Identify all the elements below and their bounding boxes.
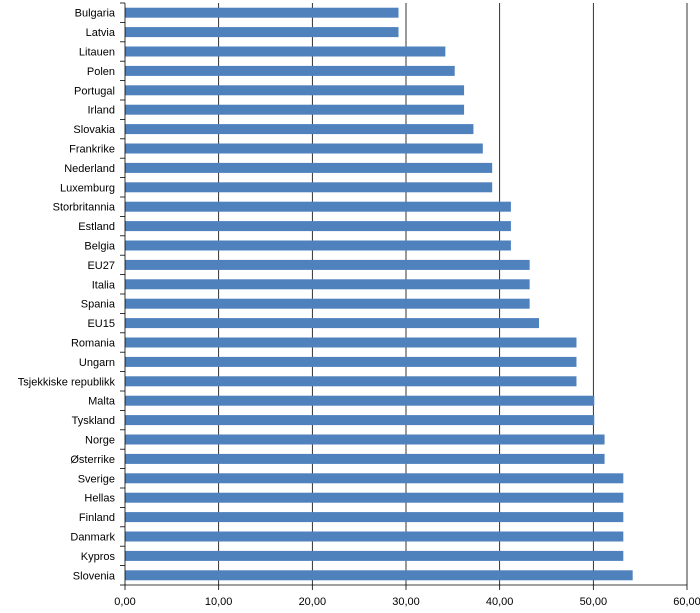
category-label: Norge bbox=[85, 435, 115, 447]
category-label: Nederland bbox=[64, 163, 115, 175]
bar bbox=[125, 415, 595, 426]
axes bbox=[120, 2, 688, 590]
category-label: Slovakia bbox=[73, 124, 115, 136]
x-tick-labels: 0,00 10,00 20,00 30,00 40,00 50,00 60,00 bbox=[114, 596, 700, 608]
x-tick-label: 60,00 bbox=[673, 596, 700, 608]
category-label: Litauen bbox=[79, 47, 115, 59]
bar bbox=[125, 318, 540, 329]
category-label: Polen bbox=[87, 66, 115, 78]
bar bbox=[125, 27, 399, 38]
bar bbox=[125, 473, 624, 484]
bar bbox=[125, 124, 474, 135]
bar bbox=[125, 492, 624, 503]
bars bbox=[125, 7, 633, 581]
bar bbox=[125, 85, 465, 96]
category-label: Sverige bbox=[78, 473, 115, 485]
category-label: Luxemburg bbox=[60, 182, 115, 194]
category-label: Kypros bbox=[81, 551, 116, 563]
category-label: Finland bbox=[79, 512, 115, 524]
category-label: Belgia bbox=[84, 241, 115, 253]
bar bbox=[125, 143, 483, 154]
bar bbox=[125, 376, 577, 387]
bar bbox=[125, 453, 605, 464]
bar bbox=[125, 104, 465, 115]
bar bbox=[125, 356, 577, 367]
bar bbox=[125, 182, 493, 193]
category-label: Estland bbox=[78, 221, 115, 233]
bar bbox=[125, 7, 399, 18]
bar bbox=[125, 259, 530, 270]
category-label: Storbritannia bbox=[53, 202, 116, 214]
bar bbox=[125, 221, 511, 232]
bar bbox=[125, 512, 624, 523]
category-label: Malta bbox=[88, 396, 116, 408]
category-label: Latvia bbox=[86, 27, 116, 39]
category-label: Ungarn bbox=[79, 357, 115, 369]
category-label: Frankrike bbox=[69, 144, 115, 156]
category-label: Hellas bbox=[84, 493, 115, 505]
category-labels: Bulgaria Latvia Litauen Polen Portugal Irland… bbox=[18, 8, 116, 583]
bar bbox=[125, 162, 493, 173]
bar bbox=[125, 201, 511, 212]
bar bbox=[125, 550, 624, 561]
category-label: Danmark bbox=[70, 532, 115, 544]
x-tick-label: 40,00 bbox=[486, 596, 514, 608]
bar bbox=[125, 240, 511, 251]
x-tick-label: 20,00 bbox=[299, 596, 327, 608]
x-tick-label: 0,00 bbox=[114, 596, 135, 608]
bar bbox=[125, 531, 624, 542]
category-label: Irland bbox=[87, 105, 115, 117]
category-label: EU27 bbox=[87, 260, 115, 272]
category-label: Spania bbox=[81, 299, 116, 311]
bar bbox=[125, 434, 605, 445]
bar bbox=[125, 46, 446, 57]
bar bbox=[125, 395, 595, 406]
x-tick-label: 30,00 bbox=[392, 596, 420, 608]
category-label: Slovenia bbox=[73, 570, 116, 582]
gridlines bbox=[218, 3, 688, 585]
category-label: Tsjekkiske republikk bbox=[18, 376, 116, 388]
category-label: EU15 bbox=[87, 318, 115, 330]
x-tick-label: 10,00 bbox=[205, 596, 233, 608]
category-label: Portugal bbox=[74, 85, 115, 97]
bar bbox=[125, 279, 530, 290]
bar bbox=[125, 570, 633, 581]
category-label: Italia bbox=[92, 279, 116, 291]
bar bbox=[125, 298, 530, 309]
x-tick-label: 50,00 bbox=[580, 596, 608, 608]
category-label: Romania bbox=[71, 338, 116, 350]
bar bbox=[125, 65, 455, 76]
bar bbox=[125, 337, 577, 348]
category-label: Tyskland bbox=[72, 415, 115, 427]
category-label: Østerrike bbox=[70, 454, 115, 466]
category-label: Bulgaria bbox=[75, 8, 116, 20]
